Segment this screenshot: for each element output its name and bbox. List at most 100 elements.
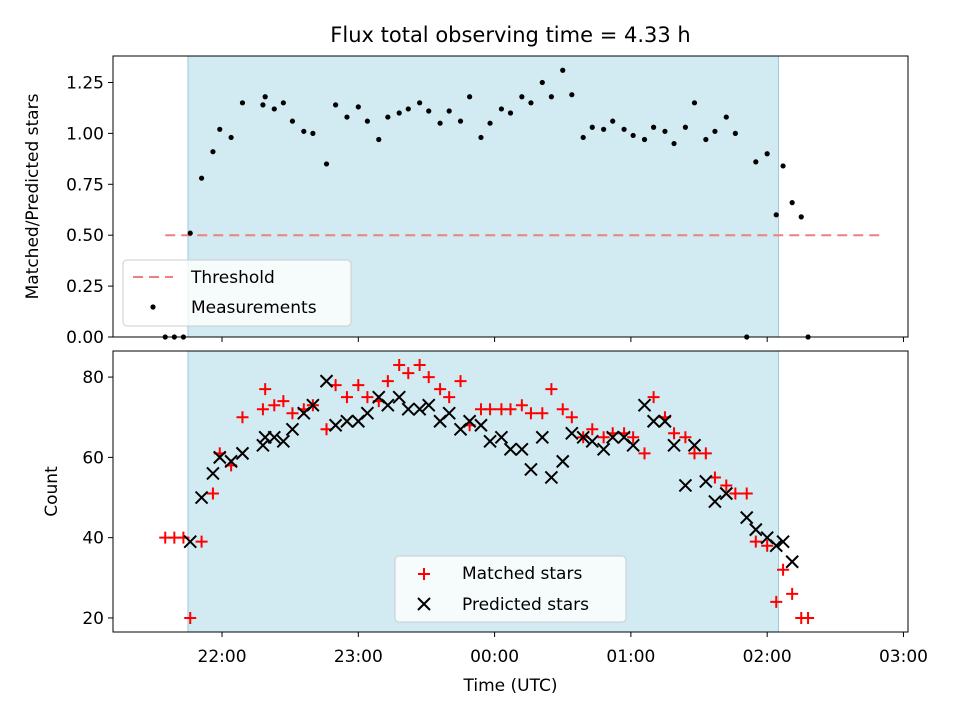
measurement-point bbox=[671, 140, 677, 147]
matched-star-point bbox=[361, 391, 374, 404]
matched-star-point bbox=[536, 407, 549, 420]
matched-star-point bbox=[381, 375, 394, 388]
measurement-point bbox=[764, 151, 770, 157]
predicted-star-point bbox=[637, 398, 652, 412]
measurement-point bbox=[301, 128, 307, 134]
y-tick-label: 0.50 bbox=[66, 226, 104, 246]
predicted-star-point bbox=[285, 422, 300, 436]
predicted-star-point bbox=[276, 434, 291, 449]
matched-star-point bbox=[184, 611, 197, 624]
predicted-star-point bbox=[381, 398, 395, 412]
matched-star-point bbox=[545, 383, 558, 396]
measurement-point bbox=[385, 114, 391, 120]
measurement-point bbox=[691, 100, 698, 106]
predicted-star-point bbox=[576, 430, 590, 445]
matched-star-point bbox=[340, 391, 353, 404]
matched-star-point bbox=[393, 359, 406, 372]
measurement-point bbox=[621, 126, 627, 132]
matched-star-point bbox=[402, 367, 415, 380]
predicted-star-point bbox=[785, 555, 799, 569]
ratio-legend: Threshold Measurements bbox=[122, 259, 352, 327]
measurement-point bbox=[260, 102, 266, 108]
predicted-star-point bbox=[224, 454, 238, 469]
x-tick-label: 22:00 bbox=[198, 647, 247, 667]
y-tick-label: 0.00 bbox=[66, 328, 104, 348]
legend-predicted-swatch bbox=[417, 597, 431, 611]
legend-measurements-swatch bbox=[150, 304, 156, 310]
measurement-point bbox=[344, 114, 350, 120]
measurement-point bbox=[210, 149, 216, 155]
matched-star-point bbox=[761, 539, 774, 552]
legend-measurements-label: Measurements bbox=[191, 298, 317, 318]
predicted-star-point bbox=[306, 398, 320, 412]
predicted-star-point bbox=[699, 474, 713, 489]
predicted-star-point bbox=[256, 438, 270, 453]
predicted-star-point bbox=[213, 450, 227, 465]
measurement-point bbox=[310, 130, 316, 136]
measurement-point bbox=[539, 79, 545, 86]
predicted-star-point bbox=[206, 466, 220, 481]
predicted-star-point bbox=[646, 414, 661, 428]
measurement-point bbox=[732, 130, 738, 136]
predicted-star-point bbox=[328, 418, 343, 432]
count-y-axis-label: Count bbox=[42, 466, 62, 517]
predicted-star-point bbox=[749, 522, 763, 537]
ratio-y-axis-label: Matched/Predicted stars bbox=[23, 93, 43, 299]
measurement-point bbox=[239, 100, 246, 106]
measurement-point bbox=[528, 100, 534, 106]
y-tick-label: 0.75 bbox=[66, 175, 104, 195]
predicted-star-point bbox=[708, 494, 722, 509]
predicted-star-point bbox=[360, 406, 375, 420]
predicted-star-point bbox=[776, 534, 790, 549]
measurement-point bbox=[289, 118, 296, 124]
measurement-point bbox=[262, 94, 268, 100]
predicted-star-point bbox=[556, 454, 570, 469]
matched-star-point bbox=[443, 391, 456, 404]
predicted-star-point bbox=[667, 438, 681, 453]
legend-matched-swatch bbox=[418, 568, 430, 580]
measurement-point bbox=[569, 92, 575, 98]
matched-star-point bbox=[729, 487, 742, 500]
predicted-star-point bbox=[503, 442, 518, 457]
predicted-star-point bbox=[267, 430, 281, 445]
matched-star-point bbox=[504, 403, 517, 416]
predicted-star-point bbox=[474, 418, 488, 432]
matched-star-point bbox=[777, 563, 790, 576]
measurement-point bbox=[280, 100, 286, 106]
predicted-star-point bbox=[535, 430, 550, 445]
matched-star-point bbox=[195, 535, 208, 548]
predicted-star-point bbox=[494, 430, 509, 445]
matched-star-point bbox=[515, 399, 528, 412]
predicted-star-point bbox=[412, 402, 427, 416]
measurement-point bbox=[712, 128, 718, 134]
matched-star-point bbox=[565, 411, 578, 424]
count-legend: Matched stars Predicted stars bbox=[394, 555, 627, 623]
y-tick-label: 0.25 bbox=[66, 277, 104, 297]
matched-star-point bbox=[802, 611, 815, 624]
y-tick-label: 40 bbox=[82, 529, 104, 549]
measurement-point bbox=[478, 134, 484, 141]
measurement-point bbox=[446, 108, 452, 114]
count-panel-frame bbox=[112, 350, 909, 633]
predicted-star-point bbox=[194, 490, 209, 505]
ratio-legend-box bbox=[122, 259, 352, 327]
predicted-star-point bbox=[183, 534, 197, 549]
predicted-star-point bbox=[340, 414, 354, 428]
measurement-point bbox=[333, 102, 339, 108]
matched-star-point bbox=[484, 403, 497, 416]
measurement-point bbox=[376, 136, 382, 143]
measurement-point bbox=[187, 230, 193, 236]
predicted-star-point bbox=[462, 414, 477, 428]
x-tick-label: 00:00 bbox=[470, 647, 519, 667]
measurement-point bbox=[641, 136, 648, 143]
measurement-point bbox=[723, 114, 729, 120]
matched-star-point bbox=[638, 447, 651, 460]
legend-matched-label: Matched stars bbox=[462, 564, 582, 584]
matched-star-point bbox=[413, 359, 426, 372]
measurement-point bbox=[548, 94, 554, 100]
measurement-point bbox=[753, 159, 759, 165]
matched-star-point bbox=[259, 383, 272, 396]
matched-star-point bbox=[679, 431, 692, 444]
measurement-point bbox=[610, 118, 616, 124]
measurement-point bbox=[405, 106, 411, 112]
